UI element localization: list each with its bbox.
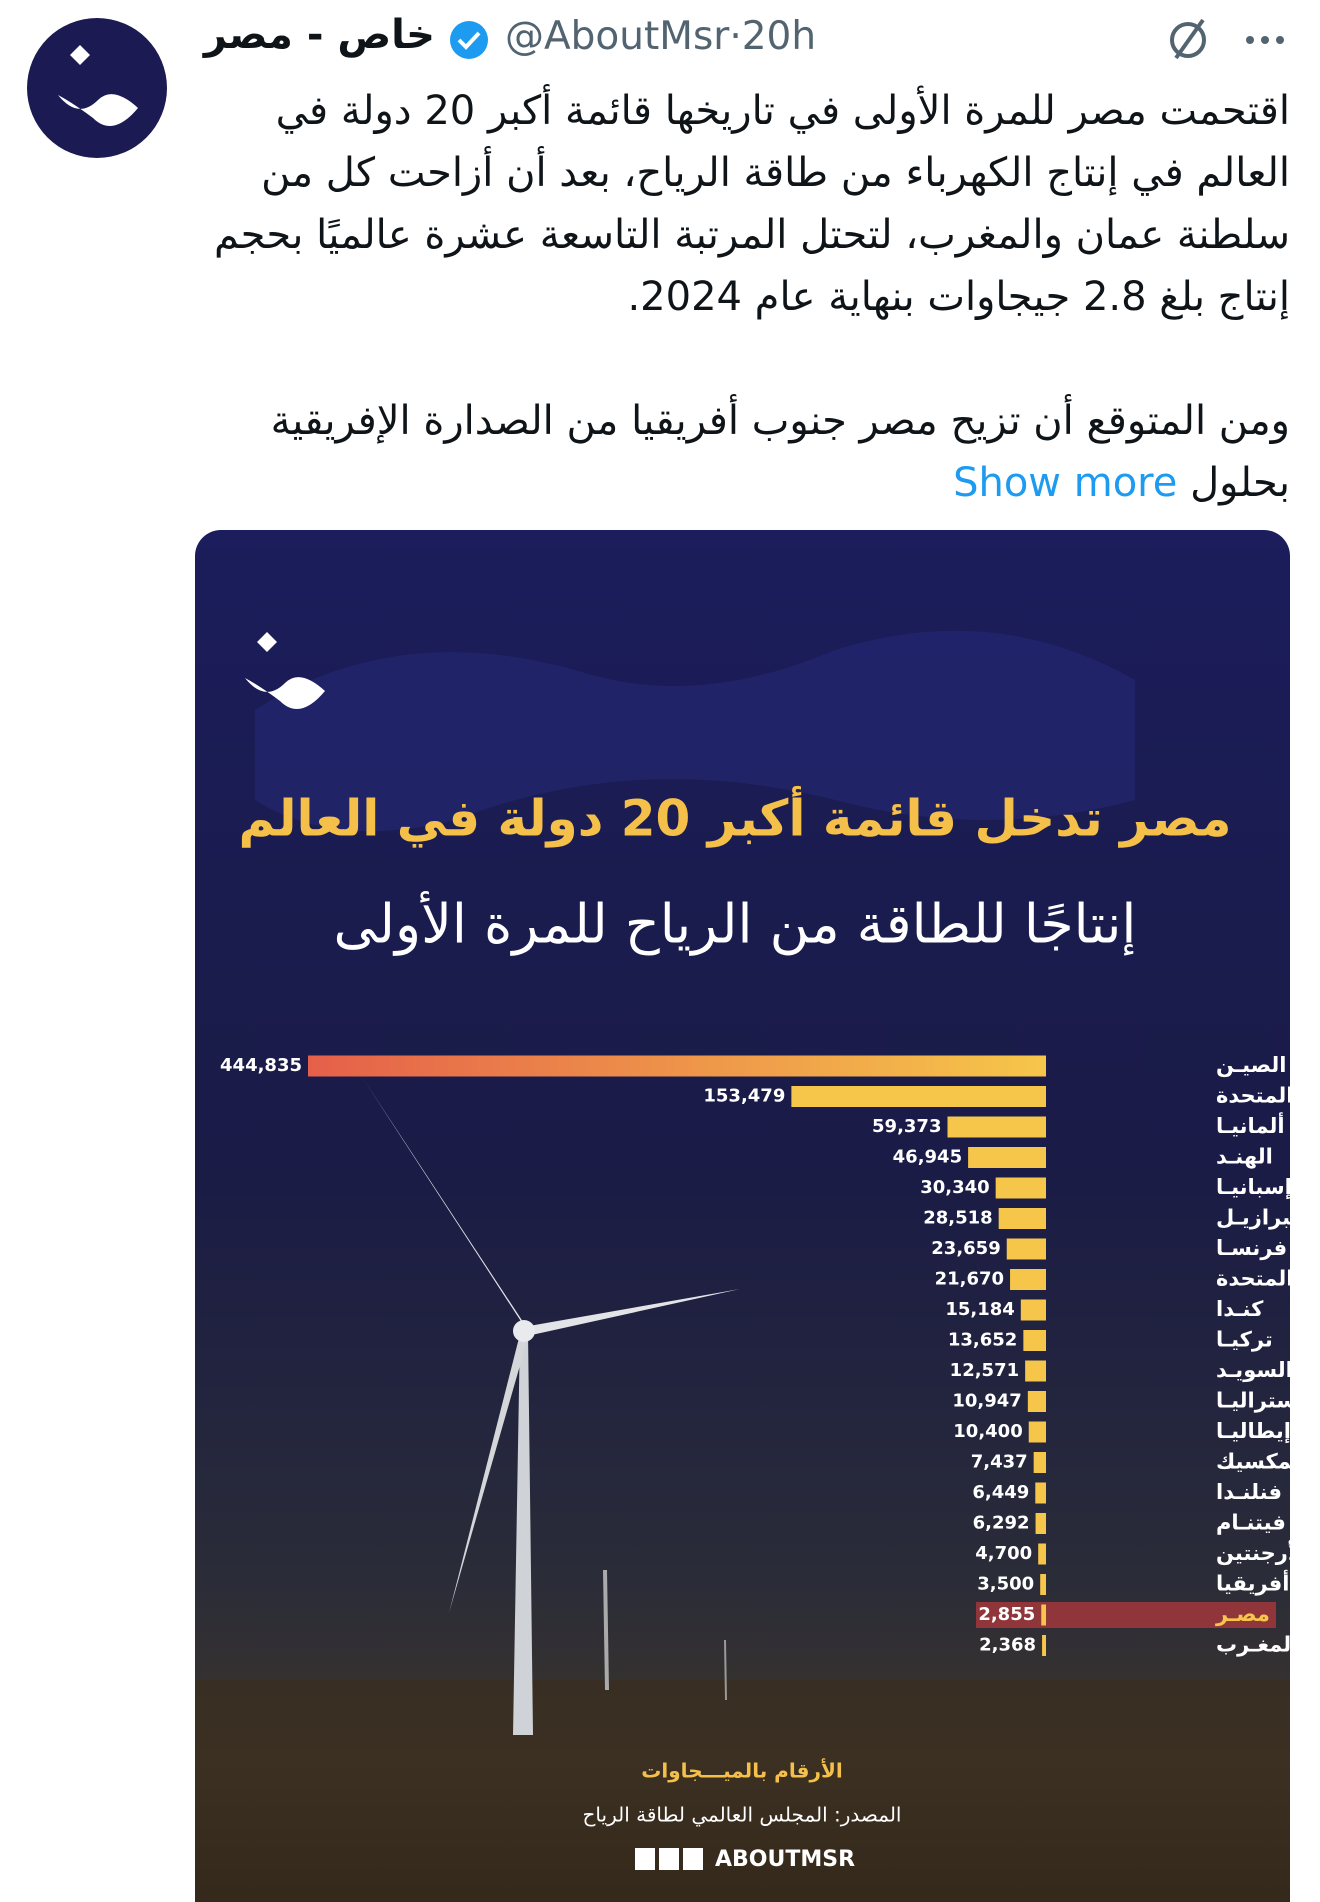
bar bbox=[1035, 1513, 1046, 1534]
value-label: 4,700 bbox=[975, 1543, 1032, 1564]
brand-name: ABOUTMSR bbox=[715, 1847, 855, 1872]
show-more[interactable]: Show more bbox=[953, 460, 1178, 506]
bar bbox=[1023, 1330, 1046, 1351]
unit-note: الأرقام بالميـــجاوات bbox=[641, 1758, 842, 1783]
category-label: الصيـن bbox=[1216, 1053, 1286, 1077]
bar bbox=[1006, 1238, 1046, 1260]
bar bbox=[1040, 1574, 1046, 1595]
brand-logo bbox=[245, 632, 325, 709]
value-label: 153,479 bbox=[703, 1086, 785, 1107]
value-label: 6,449 bbox=[972, 1482, 1029, 1503]
bar bbox=[308, 1055, 1046, 1077]
bar bbox=[968, 1147, 1046, 1168]
category-label: ألمانيـا bbox=[1216, 1111, 1285, 1138]
wind-turbine bbox=[364, 1080, 740, 1735]
bar-chart: 444,835 الصيـن 153,479 الولايات المتحدة 59,3… bbox=[220, 1053, 1290, 1657]
category-label: فرنسـا bbox=[1216, 1236, 1287, 1260]
bar bbox=[1035, 1482, 1046, 1504]
value-label: 2,368 bbox=[979, 1635, 1036, 1656]
chart-image[interactable]: مصر تدخل قائمة أكبر 20 دولة في العالم إن… bbox=[195, 530, 1290, 1902]
category-label: فيتنـام bbox=[1216, 1511, 1286, 1535]
category-label: فنلنـدا bbox=[1216, 1480, 1282, 1504]
category-label: الأرجنتين bbox=[1216, 1539, 1290, 1565]
value-label: 21,670 bbox=[935, 1269, 1004, 1290]
separator: · bbox=[729, 14, 742, 59]
category-label: الهنـد bbox=[1216, 1145, 1273, 1169]
grok-icon-slash bbox=[1174, 18, 1205, 60]
bar bbox=[1025, 1360, 1046, 1382]
value-label: 46,945 bbox=[893, 1147, 962, 1168]
category-label: إسبانيـا bbox=[1216, 1175, 1290, 1199]
author-handle[interactable]: @AboutMsr bbox=[505, 14, 730, 59]
value-label: 6,292 bbox=[973, 1513, 1030, 1534]
category-label: إيطاليـا bbox=[1216, 1419, 1290, 1443]
category-label: كنـدا bbox=[1216, 1297, 1264, 1321]
chart-subtitle: إنتاجًا للطاقة من الرياح للمرة الأولى bbox=[334, 891, 1137, 956]
tweet-paragraph: ومن المتوقع أن تزيح مصر جنوب أفريقيا من … bbox=[190, 390, 1290, 514]
bar bbox=[1020, 1299, 1046, 1321]
value-label: 15,184 bbox=[945, 1299, 1014, 1320]
verified-check bbox=[457, 31, 481, 50]
category-label: مصـر bbox=[1215, 1602, 1270, 1626]
category-label: أستراليـا bbox=[1216, 1386, 1290, 1413]
bar bbox=[1042, 1635, 1046, 1656]
chart-title: مصر تدخل قائمة أكبر 20 دولة في العالم bbox=[238, 786, 1231, 849]
category-label: البرازيـل bbox=[1216, 1206, 1290, 1230]
bar bbox=[1028, 1421, 1046, 1443]
tweet-text: اقتحمت مصر للمرة الأولى في تاريخها قائمة… bbox=[190, 80, 1290, 576]
category-label: المكسيك bbox=[1216, 1450, 1290, 1474]
value-label: 28,518 bbox=[923, 1208, 992, 1229]
value-label: 23,659 bbox=[931, 1238, 1000, 1259]
avatar-logo bbox=[58, 45, 138, 126]
bar bbox=[1010, 1269, 1046, 1290]
category-label: جنوب أفريقيا bbox=[1216, 1569, 1290, 1596]
bar bbox=[1038, 1543, 1046, 1565]
value-label: 30,340 bbox=[920, 1177, 989, 1198]
category-label: المملكة المتحدة bbox=[1216, 1267, 1290, 1291]
bar bbox=[1027, 1391, 1046, 1412]
value-label: 12,571 bbox=[950, 1360, 1019, 1381]
bar bbox=[995, 1177, 1046, 1199]
author-meta: @AboutMsr·20h bbox=[505, 14, 816, 59]
verified-badge bbox=[450, 21, 488, 59]
value-label: 10,947 bbox=[952, 1391, 1021, 1412]
value-label: 13,652 bbox=[948, 1330, 1017, 1351]
avatar[interactable] bbox=[27, 18, 167, 158]
grok-icon[interactable] bbox=[1170, 22, 1206, 58]
category-label: السويـد bbox=[1216, 1358, 1290, 1382]
bar bbox=[1041, 1604, 1046, 1626]
highlight-band bbox=[976, 1602, 1276, 1628]
value-label: 2,855 bbox=[978, 1604, 1035, 1625]
bar bbox=[998, 1208, 1046, 1229]
value-label: 10,400 bbox=[953, 1421, 1022, 1442]
value-label: 7,437 bbox=[971, 1452, 1028, 1473]
category-label: تركيـا bbox=[1216, 1328, 1273, 1352]
timestamp[interactable]: 20h bbox=[741, 14, 817, 59]
bar bbox=[947, 1116, 1046, 1138]
value-label: 444,835 bbox=[220, 1055, 302, 1076]
source: المصدر: المجلس العالمي لطاقة الرياح bbox=[583, 1803, 902, 1828]
category-label: الولايات المتحدة bbox=[1216, 1084, 1290, 1108]
category-label: المغـرب bbox=[1216, 1633, 1290, 1657]
more-icon[interactable] bbox=[1246, 36, 1284, 44]
image-background bbox=[195, 530, 1290, 1902]
bar bbox=[791, 1086, 1046, 1107]
bar bbox=[1033, 1452, 1046, 1473]
social-icons bbox=[635, 1848, 703, 1870]
tweet-paragraph: اقتحمت مصر للمرة الأولى في تاريخها قائمة… bbox=[213, 88, 1290, 320]
tweet-paragraph-text: ومن المتوقع أن تزيح مصر جنوب أفريقيا من … bbox=[270, 398, 1290, 506]
author-name[interactable]: خاص - مصر bbox=[203, 12, 435, 58]
value-label: 59,373 bbox=[872, 1116, 941, 1137]
value-label: 3,500 bbox=[977, 1574, 1034, 1595]
header-icons bbox=[27, 18, 1284, 158]
